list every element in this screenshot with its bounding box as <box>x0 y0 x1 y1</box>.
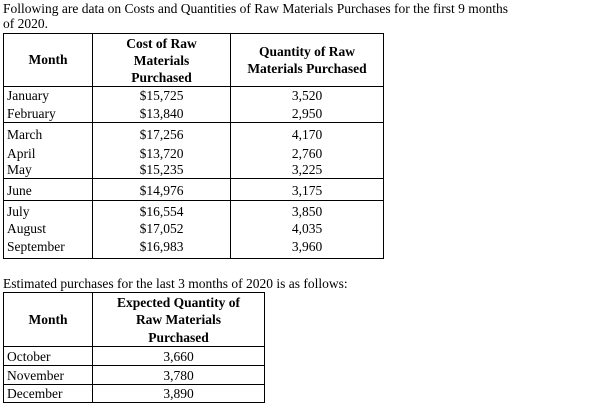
table1-row-separator <box>3 200 384 201</box>
table2-header-qty-line1: Expected Quantity of <box>117 295 240 310</box>
table1-header-qty-line2: Materials Purchased <box>247 61 367 76</box>
table2-col-divider <box>92 292 93 403</box>
table1-left-border <box>3 33 4 259</box>
table2-cell-qty: 3,780 <box>163 368 194 383</box>
table1-col-divider-1 <box>92 33 93 259</box>
table1-header-cost-line3: Purchased <box>131 70 192 85</box>
intro-text-line-2: of 2020. <box>3 16 48 31</box>
table1-cell-qty: 3,225 <box>291 162 323 177</box>
table1-cell-cost: $15,235 <box>139 162 184 177</box>
table2-bottom-border <box>3 402 265 403</box>
table1-cell-month: September <box>7 239 65 254</box>
table2-top-border <box>3 292 265 293</box>
table1-cell-cost: $17,256 <box>139 127 184 142</box>
table1-cell-month: August <box>7 221 47 236</box>
table1-header-cost-line2: Materials <box>133 53 190 68</box>
table1-cell-month: March <box>7 127 43 142</box>
table2-row-separator <box>3 365 265 366</box>
table1-cell-month: May <box>7 162 32 177</box>
table2-header-separator <box>3 346 265 347</box>
table1-cell-month: February <box>7 106 56 121</box>
table1-cell-qty: 2,760 <box>291 146 323 161</box>
table2-cell-month: December <box>7 386 63 401</box>
table1-header-separator <box>3 86 384 87</box>
table1-cell-cost: $16,983 <box>139 239 184 254</box>
table1-cell-cost: $13,840 <box>139 106 184 121</box>
table1-row-separator <box>3 178 384 179</box>
table1-cell-qty: 3,520 <box>291 88 323 103</box>
table1-cell-qty: 4,170 <box>291 127 323 142</box>
table1-cell-month: July <box>7 204 30 219</box>
table2-header-month: Month <box>28 312 68 327</box>
table1-header-cost-line1: Cost of Raw <box>126 36 197 51</box>
table1-cell-qty: 3,850 <box>291 204 323 219</box>
estimate-text: Estimated purchases for the last 3 month… <box>3 276 348 291</box>
table1-cell-cost: $17,052 <box>139 221 184 236</box>
table2-cell-month: November <box>7 368 64 383</box>
table2-cell-qty: 3,890 <box>163 386 194 401</box>
table1-cell-cost: $16,554 <box>139 204 184 219</box>
table1-top-border <box>3 33 384 34</box>
table1-cell-qty: 3,175 <box>291 183 323 198</box>
table2-header-qty-line3: Purchased <box>148 330 209 345</box>
table1-cell-cost: $14,976 <box>139 183 184 198</box>
table1-cell-qty: 3,960 <box>291 239 323 254</box>
intro-text-line-1: Following are data on Costs and Quantiti… <box>3 1 509 16</box>
table2-right-border <box>264 292 265 403</box>
table1-col-divider-2 <box>230 33 231 259</box>
table2-row-separator <box>3 384 265 385</box>
table1-cell-cost: $15,725 <box>139 88 184 103</box>
table2-cell-month: October <box>7 349 51 364</box>
table2-left-border <box>3 292 4 403</box>
table2-header-qty-line2: Raw Materials <box>135 312 222 327</box>
table1-cell-qty: 2,950 <box>291 106 323 121</box>
table1-cell-cost: $13,720 <box>139 146 184 161</box>
table1-right-border <box>383 33 384 259</box>
table1-header-month: Month <box>28 52 68 67</box>
table1-header-qty-line1: Quantity of Raw <box>258 44 355 59</box>
table1-cell-month: June <box>7 183 32 198</box>
table2-cell-qty: 3,660 <box>163 349 194 364</box>
table1-cell-month: January <box>7 88 49 103</box>
table1-bottom-border <box>3 258 384 259</box>
table1-cell-month: April <box>7 146 36 161</box>
table1-cell-qty: 4,035 <box>291 221 323 236</box>
table1-row-separator <box>3 122 384 123</box>
